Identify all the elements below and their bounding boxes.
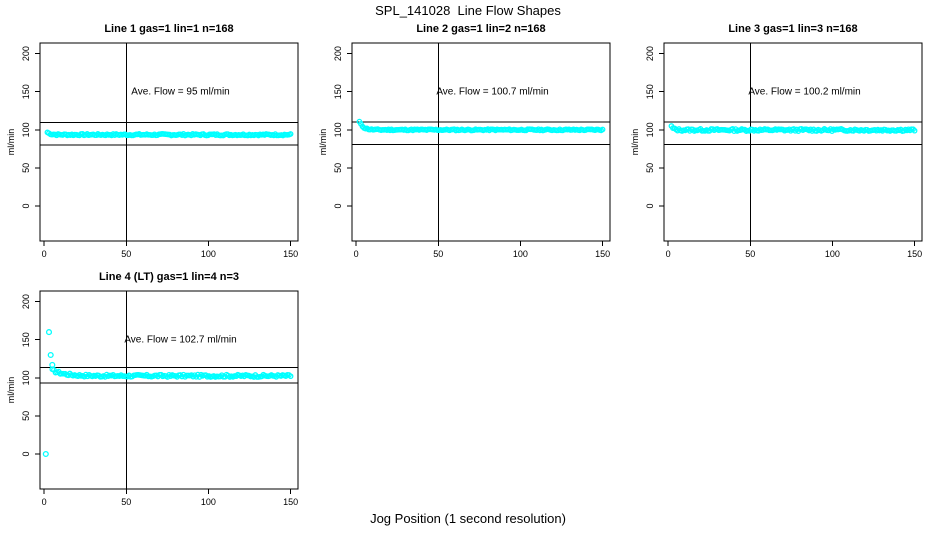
axis-box [351,42,611,242]
y-tick-label: 100 [333,122,343,137]
x-tick-label: 150 [907,249,922,259]
subplot-line-4: Line 4 (LT) gas=1 lin=4 n=3 0 50 100 150 0 50 1… [0,266,312,514]
y-tick-label: 100 [21,370,31,385]
subplot-line-1: Line 1 gas=1 lin=1 n=168 0 50 100 150 0 50 100 1… [0,18,312,266]
ave-flow-annotation: Ave. Flow = 102.7 ml/min [124,335,236,346]
y-axis-label: ml/min [6,129,16,156]
subplot-title: Line 4 (LT) gas=1 lin=4 n=3 [99,271,239,283]
y-tick-label: 50 [21,163,31,173]
x-tick-label: 50 [433,249,443,259]
x-tick-label: 0 [354,249,359,259]
y-tick-label: 200 [645,46,655,61]
subplot-line-2: Line 2 gas=1 lin=2 n=168 0 50 100 150 0 50 100 1… [312,18,624,266]
y-tick-label: 0 [21,451,31,456]
flow-data-points [44,129,294,139]
x-tick-label: 100 [201,497,216,507]
axis-box [663,42,923,242]
ave-flow-annotation: Ave. Flow = 95 ml/min [131,87,229,98]
y-axis-label: ml/min [318,129,328,156]
outlier-point [45,329,53,336]
y-tick-label: 150 [21,84,31,99]
x-tick-label: 100 [201,249,216,259]
y-tick-label: 50 [21,411,31,421]
y-tick-label: 0 [645,203,655,208]
x-axis-label: Jog Position (1 second resolution) [370,511,566,526]
ave-flow-annotation: Ave. Flow = 100.2 ml/min [748,87,860,98]
x-tick-label: 50 [121,249,131,259]
y-tick-label: 200 [21,46,31,61]
y-tick-label: 100 [21,122,31,137]
x-tick-label: 150 [283,497,298,507]
chart-svg: Line 2 gas=1 lin=2 n=168 0 50 100 150 0 50 100 1… [318,23,611,259]
subplot-line-3: Line 3 gas=1 lin=3 n=168 0 50 100 150 0 50 100 1… [624,18,936,266]
flow-data-points [356,118,606,134]
main-title: SPL_141028 Line Flow Shapes [375,3,561,18]
ave-flow-annotation: Ave. Flow = 100.7 ml/min [436,87,548,98]
outlier-point [42,450,49,458]
outlier-point [47,351,54,359]
y-tick-label: 150 [21,332,31,347]
subplot-title: Line 2 gas=1 lin=2 n=168 [416,23,545,35]
subplot-title: Line 3 gas=1 lin=3 n=168 [728,23,857,35]
y-tick-label: 200 [21,294,31,309]
y-tick-label: 150 [333,84,343,99]
flow-data-points [668,123,918,134]
subplot-title: Line 1 gas=1 lin=1 n=168 [104,23,233,35]
x-tick-label: 100 [513,249,528,259]
y-tick-label: 100 [645,122,655,137]
y-axis-label: ml/min [630,129,640,156]
x-tick-label: 0 [42,497,47,507]
x-tick-label: 150 [595,249,610,259]
chart-svg: Line 4 (LT) gas=1 lin=4 n=3 0 50 100 150 0 50 1… [6,271,299,507]
y-tick-label: 50 [645,163,655,173]
y-tick-label: 0 [333,203,343,208]
y-tick-label: 50 [333,163,343,173]
x-tick-label: 0 [666,249,671,259]
outlier-point [49,361,56,368]
x-tick-label: 0 [42,249,47,259]
axis-box [39,42,299,242]
x-tick-label: 50 [121,497,131,507]
x-tick-label: 50 [745,249,755,259]
y-axis-label: ml/min [6,377,16,404]
flow-data-points [42,329,294,458]
y-tick-label: 200 [333,46,343,61]
chart-svg: Line 1 gas=1 lin=1 n=168 0 50 100 150 0 50 100 1… [6,23,299,259]
y-tick-label: 150 [645,84,655,99]
axis-box [39,290,299,490]
y-tick-label: 0 [21,203,31,208]
x-tick-label: 150 [283,249,298,259]
x-tick-label: 100 [825,249,840,259]
chart-svg: Line 3 gas=1 lin=3 n=168 0 50 100 150 0 50 100 1… [630,23,923,259]
